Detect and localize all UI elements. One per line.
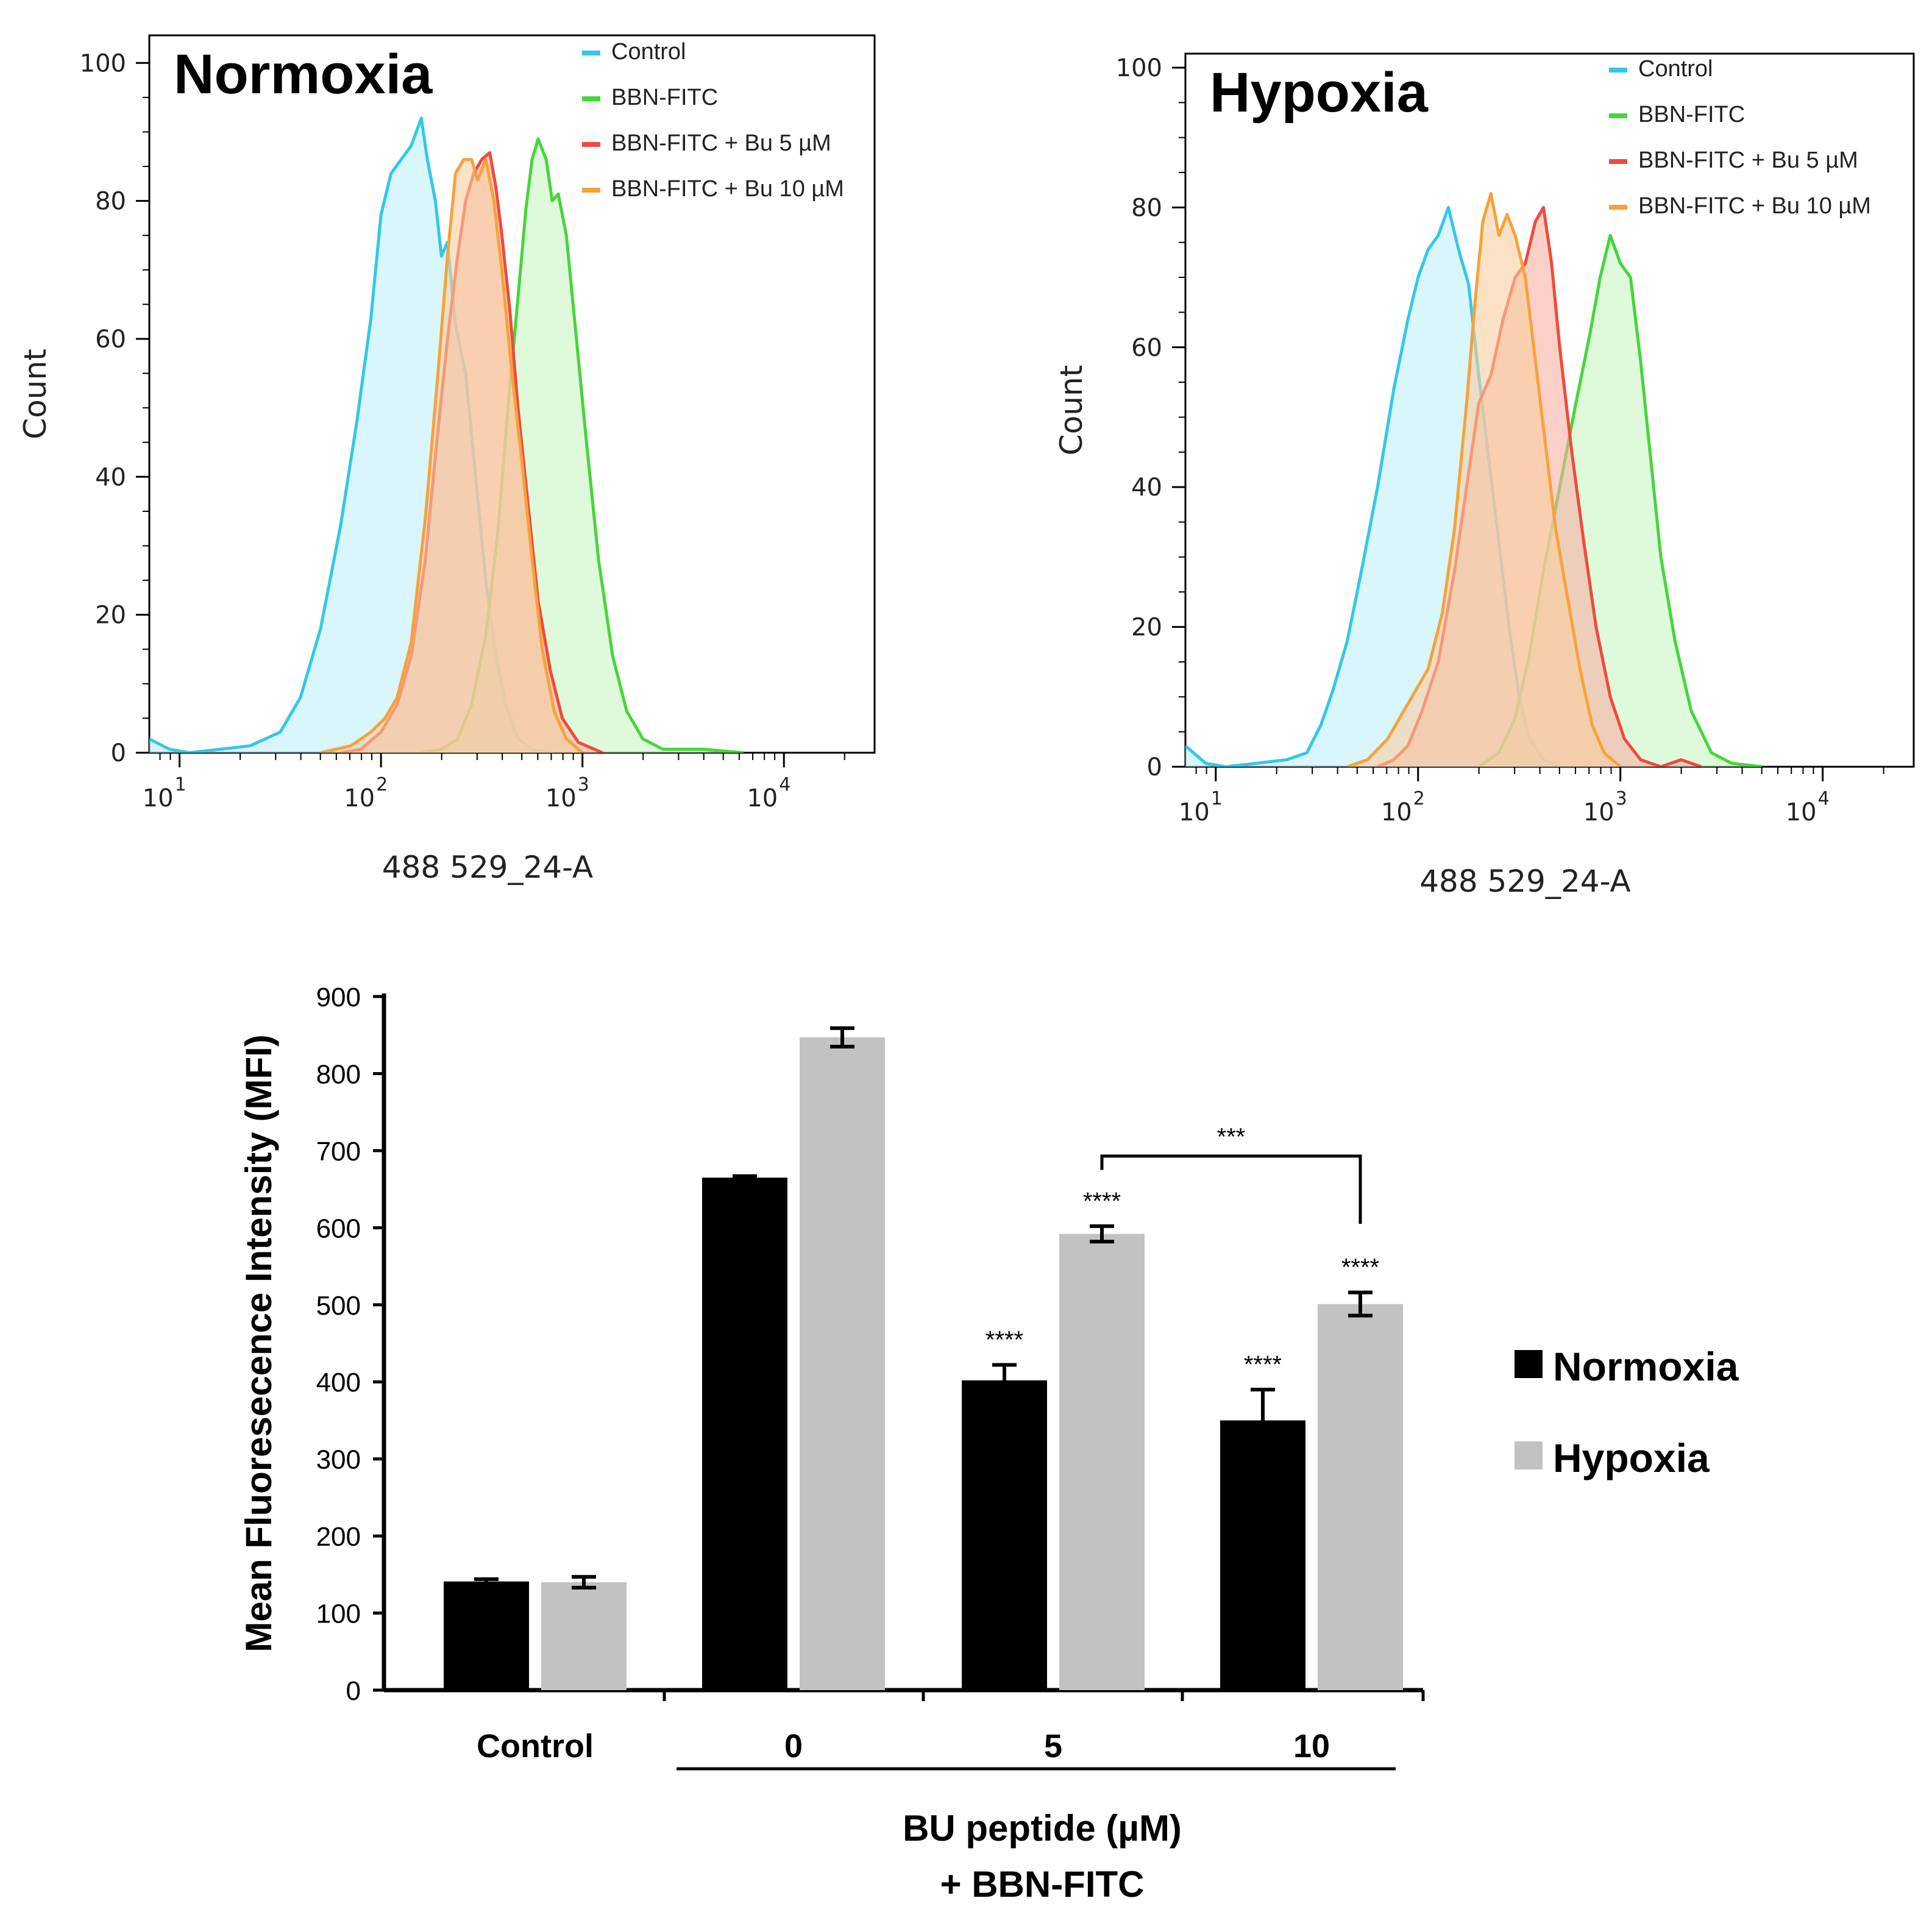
bar-normoxia-0 xyxy=(444,1581,529,1690)
y-tick-label: 800 xyxy=(316,1059,361,1089)
y-tick-label: 40 xyxy=(1131,474,1162,502)
x-tick-label: 10 xyxy=(747,784,778,812)
x-tick-label: 10 xyxy=(1786,798,1817,826)
bar-hypoxia-2 xyxy=(1059,1234,1145,1690)
y-tick-label: 100 xyxy=(316,1599,361,1629)
legend-label: Control xyxy=(611,39,686,65)
y-tick-label: 0 xyxy=(111,739,126,767)
significance-label: **** xyxy=(1083,1188,1121,1215)
category-label: 10 xyxy=(1293,1728,1330,1765)
x-tick-exponent: 4 xyxy=(779,774,790,795)
y-tick-label: 60 xyxy=(95,325,126,354)
x-tick-label: 10 xyxy=(1381,798,1412,826)
x-tick-label: 10 xyxy=(143,784,174,812)
y-tick-label: 20 xyxy=(1131,614,1162,642)
legend-label: Normoxia xyxy=(1553,1344,1739,1389)
legend-swatch xyxy=(1515,1350,1543,1378)
significance-bracket xyxy=(1100,1154,1362,1224)
histogram-area-3 xyxy=(1347,193,1621,767)
y-tick-label: 100 xyxy=(1116,54,1162,82)
x-tick-exponent: 2 xyxy=(1413,788,1425,809)
x-axis-label-line2: + BBN-FITC xyxy=(940,1864,1145,1905)
y-tick-label: 80 xyxy=(95,188,126,216)
x-tick-exponent: 1 xyxy=(1211,788,1223,809)
legend-label: BBN-FITC + Bu 5 µM xyxy=(611,130,831,156)
y-tick-label: 0 xyxy=(1147,753,1162,781)
x-tick-exponent: 3 xyxy=(1616,788,1627,809)
legend-label: BBN-FITC xyxy=(611,85,718,110)
significance-label: **** xyxy=(1341,1254,1379,1281)
y-axis-label: Mean Fluoresecence Intensity (MFI) xyxy=(238,1034,279,1652)
category-label: 5 xyxy=(1044,1728,1062,1765)
y-tick-label: 700 xyxy=(316,1137,361,1167)
histogram-line-3 xyxy=(1346,191,1622,767)
legend-label: BBN-FITC + Bu 5 µM xyxy=(1638,147,1858,173)
x-tick-label: 10 xyxy=(545,784,577,812)
y-tick-label: 400 xyxy=(316,1368,361,1398)
x-tick-exponent: 4 xyxy=(1818,788,1830,809)
bar-normoxia-1 xyxy=(702,1178,787,1690)
histogram-area-3 xyxy=(321,159,583,753)
x-axis-label: 488 529_24-A xyxy=(1419,864,1631,899)
y-tick-label: 80 xyxy=(1131,194,1162,222)
y-axis-label: Count xyxy=(1054,365,1089,456)
y-tick-label: 600 xyxy=(316,1214,361,1243)
bracket-label: *** xyxy=(1217,1124,1246,1151)
y-tick-label: 200 xyxy=(316,1522,361,1552)
y-tick-label: 60 xyxy=(1131,334,1162,362)
y-tick-label: 500 xyxy=(316,1291,361,1321)
significance-label: **** xyxy=(986,1326,1023,1353)
legend-label: BBN-FITC + Bu 10 µM xyxy=(1638,193,1871,219)
y-tick-label: 300 xyxy=(316,1445,361,1475)
x-tick-label: 10 xyxy=(1179,798,1210,826)
category-label: 0 xyxy=(784,1728,803,1765)
x-axis-label: BU peptide (µM) xyxy=(903,1808,1182,1849)
category-label: Control xyxy=(477,1728,594,1765)
legend-label: BBN-FITC + Bu 10 µM xyxy=(611,176,844,202)
bar-hypoxia-1 xyxy=(800,1037,885,1690)
bar-hypoxia-3 xyxy=(1318,1304,1403,1690)
bar-hypoxia-0 xyxy=(541,1582,627,1690)
bar-normoxia-3 xyxy=(1220,1420,1305,1690)
x-tick-exponent: 1 xyxy=(175,774,186,795)
y-axis-label: Count xyxy=(18,349,53,439)
legend-swatch xyxy=(1515,1441,1543,1470)
y-tick-label: 100 xyxy=(80,49,126,77)
legend-label: Control xyxy=(1638,56,1713,82)
panel-title: Normoxia xyxy=(174,43,433,105)
bar-normoxia-2 xyxy=(962,1380,1047,1690)
histogram-line-3 xyxy=(320,158,584,753)
x-tick-label: 10 xyxy=(1583,798,1614,826)
y-tick-label: 900 xyxy=(316,983,361,1012)
legend-label: BBN-FITC xyxy=(1638,102,1745,127)
y-tick-label: 20 xyxy=(95,602,126,630)
x-tick-exponent: 2 xyxy=(376,774,388,795)
x-tick-label: 10 xyxy=(344,784,375,812)
y-tick-label: 0 xyxy=(346,1676,361,1706)
x-tick-exponent: 3 xyxy=(578,774,589,795)
panel-title: Hypoxia xyxy=(1210,62,1429,124)
y-tick-label: 40 xyxy=(95,463,126,491)
x-axis-label: 488 529_24-A xyxy=(382,850,594,885)
legend-label: Hypoxia xyxy=(1553,1435,1710,1480)
significance-label: **** xyxy=(1244,1351,1282,1378)
